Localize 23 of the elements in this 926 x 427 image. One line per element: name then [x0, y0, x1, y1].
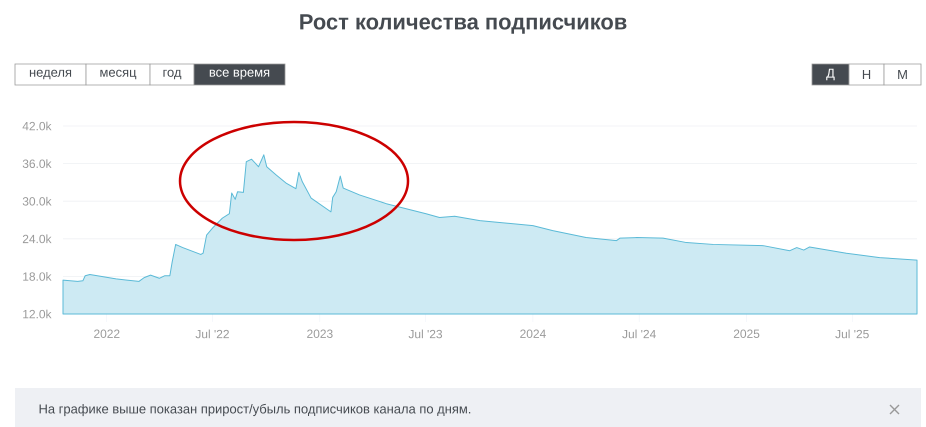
- text: Н: [862, 70, 870, 79]
- text: год: [163, 70, 182, 80]
- text: месяц: [100, 70, 136, 80]
- y-tick-label: 30.0k: [22, 196, 52, 206]
- x-tick-label: Jul '25: [835, 330, 869, 338]
- y-tick-label: 18.0k: [23, 272, 52, 281]
- y-tick-label: 42.0k: [22, 122, 52, 130]
- chart-title: Рост количества подписчиков: [300, 14, 626, 34]
- text: Д: [826, 68, 835, 80]
- x-tick-label: Jul '22: [196, 330, 229, 338]
- x-tick-label: 2024: [520, 330, 546, 338]
- text: неделя: [30, 70, 72, 80]
- x-tick-label: 2022: [94, 330, 120, 338]
- x-tick-label: Jul '24: [622, 330, 656, 338]
- y-tick-label: 36.0k: [22, 159, 52, 168]
- x-tick-label: Jul '23: [408, 330, 442, 338]
- x-tick-label: 2023: [307, 330, 333, 338]
- x-tick-label: 2025: [734, 330, 760, 338]
- text: все время: [210, 70, 270, 80]
- text: М: [898, 70, 907, 79]
- y-tick-label: 24.0k: [22, 234, 52, 244]
- y-tick-label: 12.0k: [23, 310, 52, 318]
- text: На графике выше показан прирост/убыль подписчиков канала по дням.: [40, 404, 470, 416]
